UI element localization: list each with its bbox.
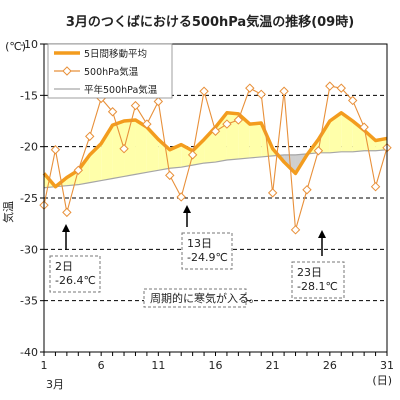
y-tick-label: -35 [20, 295, 38, 308]
warm-fill [329, 112, 342, 153]
note-text: 周期的に寒気が入る。 [150, 291, 260, 305]
warm-fill [158, 139, 170, 171]
x-tick-label: 21 [266, 359, 280, 372]
temperature-point [302, 185, 312, 195]
series-points [39, 81, 392, 235]
warm-fill [204, 127, 216, 164]
temperature-point [279, 86, 289, 96]
temperature-point [370, 181, 381, 192]
temperature-point [50, 145, 61, 155]
y-tick-label: -30 [20, 243, 38, 256]
legend-marker-temp [62, 66, 72, 76]
temperature-point [85, 131, 95, 142]
temperature-point [313, 146, 324, 156]
anomaly-fill [44, 112, 387, 188]
y-tick-label: -15 [20, 89, 38, 102]
temperature-point [222, 119, 232, 129]
temperature-point [199, 86, 209, 96]
annotation-text: -26.4℃ [55, 274, 96, 287]
temperature-point [245, 83, 255, 93]
legend-label-temp: 500hPa気温 [84, 66, 139, 78]
x-tick-label: 11 [151, 359, 165, 372]
y-tick-label: -20 [20, 141, 38, 154]
x-tick-label: 31 [380, 359, 394, 372]
warm-fill [135, 119, 147, 175]
temperature-point [119, 144, 129, 154]
plot-area: -10-15-20-25-30-35-401 6 11 16 21 26 31 2日-26.… [20, 38, 394, 372]
x-tick-label: 26 [323, 359, 337, 372]
temperature-point [62, 207, 72, 218]
temperature-point [142, 119, 152, 129]
annotation-arrow-head [318, 230, 326, 238]
x-unit-label: (日) [372, 374, 392, 387]
warm-fill [238, 113, 250, 159]
temperature-point [187, 150, 198, 160]
warm-fill [192, 139, 205, 166]
temperature-point [290, 225, 301, 235]
annotation-arrow-head [183, 205, 191, 213]
warm-fill [249, 123, 262, 158]
normal-line [43, 149, 388, 189]
temperature-point [325, 81, 335, 91]
y-tick-label: -25 [20, 192, 38, 205]
temperature-point [336, 83, 346, 93]
y-axis-label: 気温 [1, 201, 15, 223]
x-tick-label: 16 [209, 359, 223, 372]
month-label: 3月 [46, 378, 64, 391]
y-tick-label: -10 [20, 38, 38, 51]
y-unit-label: (℃) [5, 40, 26, 53]
temperature-point [267, 188, 278, 198]
annotation-text: 23日 [297, 266, 322, 279]
temperature-point [153, 96, 164, 107]
legend-label-normal: 平年500hPa気温 [84, 84, 158, 96]
warm-fill [124, 119, 136, 177]
warm-fill [112, 121, 125, 179]
temperature-point [130, 100, 141, 111]
annotation-box [49, 255, 101, 293]
axes: -10-15-20-25-30-35-401 6 11 16 21 26 31 [20, 38, 394, 372]
warm-fill [78, 154, 90, 185]
temperature-point [107, 107, 118, 117]
temperature-point [347, 95, 358, 106]
temperature-point [359, 122, 369, 132]
temperature-point [73, 165, 84, 175]
temperature-point [165, 170, 175, 181]
annotation-text: 2日 [55, 260, 73, 273]
chart-title: 3月のつくばにおける500hPa気温の推移(09時) [66, 14, 354, 30]
warm-fill [341, 112, 353, 152]
temperature-point [233, 115, 244, 125]
warm-fill [318, 121, 330, 153]
x-tick-label: 1 [41, 359, 48, 372]
temperature-point [210, 126, 221, 136]
y-tick-label: -40 [20, 346, 38, 359]
legend: 5日間移動平均 500hPa気温 平年500hPa気温 [47, 43, 173, 99]
x-tick-label: 6 [98, 359, 105, 372]
annotation-arrow-head [62, 224, 70, 232]
annotation-text: 13日 [187, 237, 212, 250]
annotation-text: -24.9℃ [187, 251, 228, 264]
warm-fill [169, 144, 182, 169]
annotation-text: -28.1℃ [297, 280, 338, 293]
annotation-box [181, 232, 233, 270]
temperature-point [176, 192, 186, 202]
annotation-box [291, 261, 345, 299]
temperature-point [256, 89, 266, 100]
warm-fill [101, 125, 113, 181]
annotations: 2日-26.4℃ 13日-24.9℃ 23日-28.1℃ 周期的に寒気が入る。 [49, 205, 345, 308]
legend-label-ma: 5日間移動平均 [84, 48, 147, 60]
note-box [143, 288, 247, 308]
warm-fill [364, 130, 376, 151]
